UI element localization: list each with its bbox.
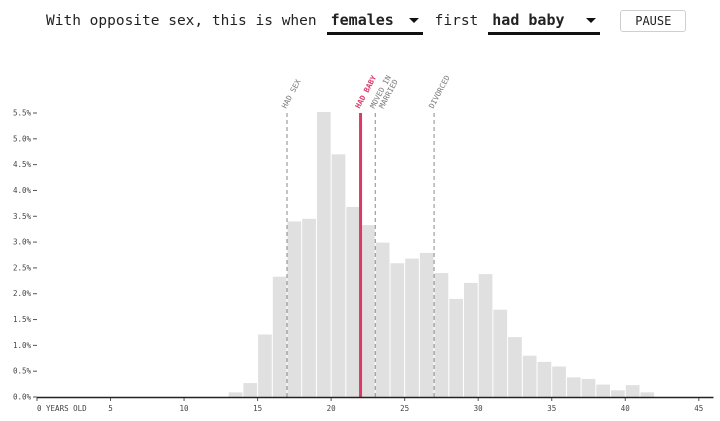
y-tick-label: 3.5% [13,212,32,221]
x-tick-label: 45 [694,404,703,413]
sentence-middle: first [434,13,479,29]
event-dropdown-value: had baby [492,10,565,29]
y-tick-label: 2.5% [13,263,32,272]
chevron-down-icon [408,18,419,23]
bar-age-17 [287,221,302,397]
bar-age-23 [375,242,390,397]
bar-age-18 [302,218,316,397]
bar-age-13 [228,392,243,397]
bar-age-29 [463,282,478,397]
axes-layer: 0.0% 0.5% 1.0% 1.5% 2.0% 2.5% 3.0% 3.5% 4.0% 4.5%… [13,109,714,413]
bar-age-30 [478,274,493,397]
y-tick-label: 4.5% [13,160,32,169]
bar-age-27 [434,273,449,397]
sex-dropdown-value: females [330,10,394,29]
marker-label: HAD SEX [280,77,303,110]
y-tick-label: 5.5% [13,109,32,118]
x-tick-label: 25 [400,404,409,413]
bar-age-24 [390,263,405,397]
event-dropdown[interactable]: had baby [488,7,601,35]
bar-age-28 [449,298,463,397]
x-tick-label: 30 [474,404,484,413]
pause-button[interactable]: PAUSE [620,10,687,32]
y-tick-label: 4.0% [13,186,32,195]
bar-age-21 [346,206,361,397]
bar-age-40 [625,385,640,397]
sentence-prefix: With opposite sex, this is when [46,13,317,29]
x-tick-label: 5 [108,404,113,413]
y-tick-label: 5.0% [13,134,32,143]
bar-age-32 [508,337,522,397]
bar-age-26 [419,252,434,397]
controls-bar: With opposite sex, this is when females … [46,6,687,36]
bar-age-14 [243,383,258,397]
bar-age-34 [537,361,552,397]
bars-layer [228,111,655,397]
bar-age-39 [611,390,625,397]
bar-age-41 [640,392,655,397]
bar-age-25 [405,258,419,397]
x-tick-label: 10 [180,404,190,413]
bar-age-19 [316,111,331,397]
bar-age-35 [552,366,566,397]
bar-age-37 [581,378,596,397]
bar-age-31 [493,309,508,397]
y-tick-label: 0.5% [13,367,32,376]
bar-age-33 [522,355,537,397]
bar-age-36 [566,377,581,397]
bar-age-20 [331,154,346,397]
bar-age-15 [258,334,272,397]
x-tick-label: 20 [327,404,337,413]
bar-age-16 [272,276,287,397]
bar-age-38 [596,384,611,397]
y-tick-label: 2.0% [13,289,32,298]
y-tick-label: 1.0% [13,341,32,350]
bar-age-22 [361,225,375,397]
chevron-down-icon [586,18,597,23]
y-tick-label: 0.0% [13,393,32,402]
x-tick-label: 40 [621,404,631,413]
x-tick-label: 0 YEARS OLD [37,404,87,413]
x-tick-label: 35 [547,404,556,413]
y-tick-label: 1.5% [13,315,32,324]
y-tick-label: 3.0% [13,238,32,247]
sex-dropdown[interactable]: females [326,7,423,35]
marker-label: DIVORCED [427,73,452,110]
x-tick-label: 15 [253,404,262,413]
